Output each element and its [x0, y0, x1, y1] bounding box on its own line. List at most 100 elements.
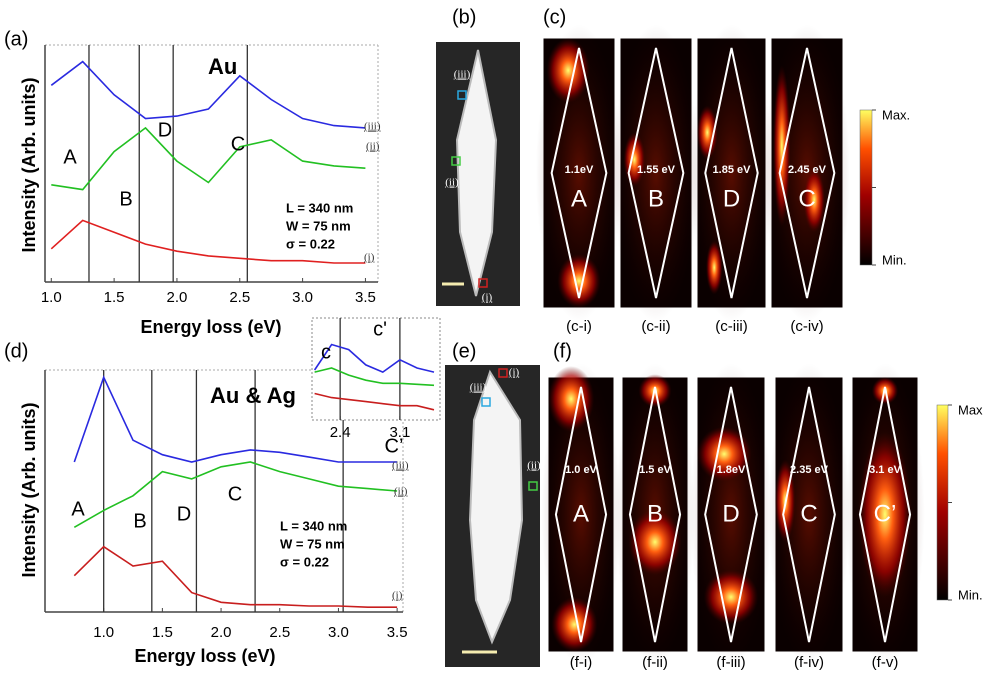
- series-label: (iii): [392, 460, 409, 472]
- peak-label: C: [231, 133, 245, 155]
- probe-marker: [498, 368, 508, 378]
- parameter: L = 340 nm: [286, 200, 353, 215]
- x-axis-label: Energy loss (eV): [134, 646, 275, 666]
- map-haze: [541, 363, 621, 666]
- panel-label: (e): [452, 340, 476, 362]
- map-hotspot: [697, 426, 752, 482]
- probe-marker: [457, 90, 467, 100]
- series-line: [50, 60, 366, 129]
- map-mode: B: [647, 500, 663, 527]
- rod-outline: [704, 386, 758, 643]
- map-hotspot: [628, 509, 682, 575]
- map-energy: 2.35 eV: [790, 464, 829, 476]
- series-line: [50, 219, 366, 264]
- series-line: [73, 375, 398, 463]
- marker-label: (ii): [527, 460, 541, 472]
- map-haze: [612, 24, 700, 322]
- map-hotspot: [703, 569, 759, 625]
- map-haze: [768, 363, 850, 666]
- x-tick-label: 2.5: [269, 624, 290, 641]
- peak-label: D: [158, 119, 172, 141]
- micrograph: (b) (iii) (ii) (i): [436, 6, 520, 306]
- colorbar: [936, 404, 949, 601]
- x-tick-label: 1.5: [152, 624, 173, 641]
- x-tick-label: 3.5: [387, 624, 408, 641]
- colorbar-max: Max.: [882, 107, 910, 122]
- marker-label: (i): [509, 367, 520, 379]
- map-mode: B: [648, 185, 664, 212]
- chart: 1.0 1.5 2.0 2.5 3.0 3.5 (i) (ii) (iii) A B D C (a) Au I…: [4, 28, 381, 336]
- map-energy: 3.1 eV: [869, 464, 901, 476]
- x-tick-label: 1.0: [93, 624, 114, 641]
- map-haze: [535, 24, 623, 322]
- peak-label: B: [133, 510, 146, 532]
- series-line: [314, 367, 435, 387]
- series-line: [51, 126, 366, 191]
- rod-outline: [628, 386, 682, 643]
- colorbar: [859, 109, 873, 266]
- chart: 2.4 3.1 c c': [311, 317, 441, 441]
- series-line: [313, 343, 435, 374]
- nanorod: [468, 369, 524, 645]
- map-energy: 1.1eV: [565, 164, 594, 176]
- map-caption: (c-i): [566, 318, 592, 335]
- rod-outline: [858, 386, 912, 643]
- probe-marker: [451, 156, 461, 166]
- probe-marker: [481, 397, 491, 407]
- map-caption: (f-iii): [716, 654, 745, 671]
- peak-label: A: [71, 498, 85, 520]
- micrograph: (e) (i) (iii) (ii): [445, 340, 541, 667]
- x-tick-label: 3.5: [355, 289, 376, 306]
- map-caption: (f-v): [872, 654, 899, 671]
- parameter: σ = 0.22: [280, 554, 329, 569]
- rod-outline: [554, 386, 608, 643]
- x-tick-label: 1.0: [41, 289, 62, 306]
- map-hotspot: [858, 432, 912, 597]
- parameter: σ = 0.22: [286, 236, 335, 251]
- map-hotspot: [803, 167, 825, 233]
- marker-label: (iii): [454, 69, 471, 81]
- map-hotspot: [705, 240, 723, 295]
- y-axis-label: Intensity (Arb. units): [19, 402, 39, 577]
- panel-label: (a): [4, 28, 28, 50]
- colorbar-min: Min.: [958, 587, 983, 602]
- x-tick-label: 2.0: [167, 289, 188, 306]
- peak-label: B: [119, 188, 132, 210]
- map-energy: 1.8eV: [717, 464, 746, 476]
- map-caption: (f-i): [570, 654, 593, 671]
- series-line: [73, 461, 398, 528]
- chart-title: Au & Ag: [210, 383, 296, 408]
- colorbar-min: Min.: [882, 252, 907, 267]
- map-mode: D: [723, 185, 740, 212]
- peak-label: C’: [385, 435, 404, 457]
- panel-label: (c): [543, 6, 566, 28]
- map-energy: 2.45 eV: [788, 164, 827, 176]
- map-hotspot: [557, 254, 601, 308]
- map-energy: 1.55 eV: [637, 164, 676, 176]
- parameter: W = 75 nm: [280, 536, 345, 551]
- marker-label: (ii): [445, 177, 459, 189]
- chart-title: Au: [208, 54, 237, 79]
- map-hotspot: [548, 366, 595, 432]
- x-tick-label: 3.0: [292, 289, 313, 306]
- map-hotspot: [773, 65, 791, 227]
- map-hotspot: [546, 38, 590, 103]
- x-tick-label: 3.0: [328, 624, 349, 641]
- series-label: (ii): [366, 141, 380, 153]
- peak-label: c: [321, 341, 331, 363]
- colorbar-max: Max: [958, 402, 983, 417]
- map-hotspot: [623, 132, 646, 187]
- marker-label: (iii): [470, 382, 487, 394]
- x-tick-label: 3.1: [389, 424, 410, 441]
- map-hotspot: [551, 597, 598, 652]
- map-energy: 1.5 eV: [639, 464, 671, 476]
- parameter: L = 340 nm: [280, 518, 347, 533]
- series-label: (i): [392, 590, 403, 602]
- map-caption: (c-iii): [715, 318, 747, 335]
- peak-label: C: [228, 483, 242, 505]
- series-label: (iii): [364, 121, 381, 133]
- x-tick-label: 2.0: [211, 624, 232, 641]
- eels-maps: (f) 1.0 eV A (f-i) 1.5 eV B (f-ii) 1.8eV D (f-iii…: [541, 340, 983, 671]
- map-energy: 1.0 eV: [565, 464, 597, 476]
